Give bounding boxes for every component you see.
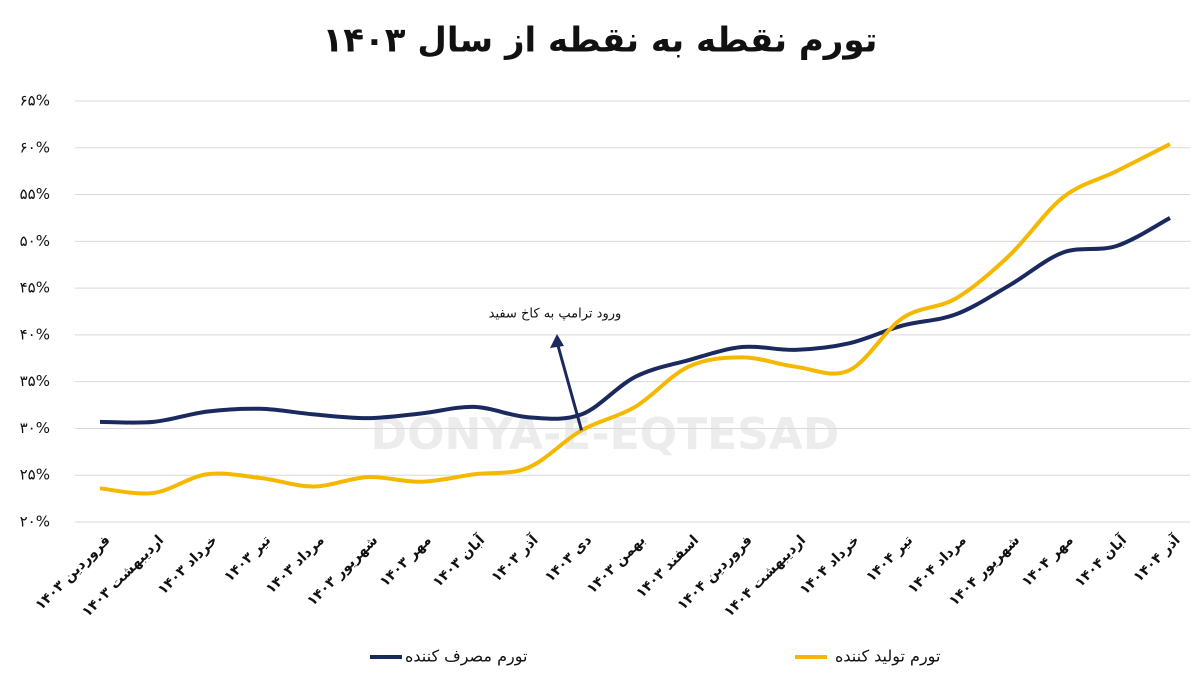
y-tick-label: ۴۵% xyxy=(20,279,50,297)
y-tick-label: ۳۵% xyxy=(20,372,50,390)
watermark: DONYA-E-EQTESAD xyxy=(371,409,840,460)
x-tick-label: آذر ۱۴۰۴ xyxy=(1129,530,1184,585)
y-tick-label: ۶۵% xyxy=(20,92,50,110)
y-tick-label: ۶۰% xyxy=(20,138,50,156)
line-series xyxy=(99,216,1171,425)
x-tick-label: مهر ۱۴۰۴ xyxy=(1019,532,1077,590)
x-tick-label: آذر ۱۴۰۳ xyxy=(487,530,542,585)
x-tick-label: آبان ۱۴۰۴ xyxy=(1071,530,1131,590)
x-tick-label: آبان ۱۴۰۳ xyxy=(429,530,489,590)
y-tick-label: ۵۰% xyxy=(20,232,50,250)
x-tick-label: دی ۱۴۰۳ xyxy=(542,532,595,585)
line-series xyxy=(99,142,1171,496)
x-tick-label: تیر ۱۴۰۳ xyxy=(221,532,274,585)
x-tick-label: تیر ۱۴۰۴ xyxy=(863,532,916,585)
legend-label: تورم مصرف کننده xyxy=(405,647,527,667)
annotation-text: ورود ترامپ به کاخ سفید xyxy=(489,307,622,322)
legend-label: تورم تولید کننده xyxy=(835,647,940,667)
chart-title: تورم نقطه به نقطه از سال ۱۴۰۳ xyxy=(323,21,878,61)
y-tick-label: ۴۰% xyxy=(20,325,50,343)
y-tick-label: ۳۰% xyxy=(20,419,50,437)
annotation-arrow xyxy=(555,341,583,431)
y-tick-label: ۲۵% xyxy=(20,466,50,484)
arrow-head xyxy=(550,334,564,348)
y-tick-label: ۲۰% xyxy=(20,513,50,531)
y-tick-label: ۵۵% xyxy=(20,185,50,203)
x-tick-label: مهر ۱۴۰۳ xyxy=(377,532,435,590)
